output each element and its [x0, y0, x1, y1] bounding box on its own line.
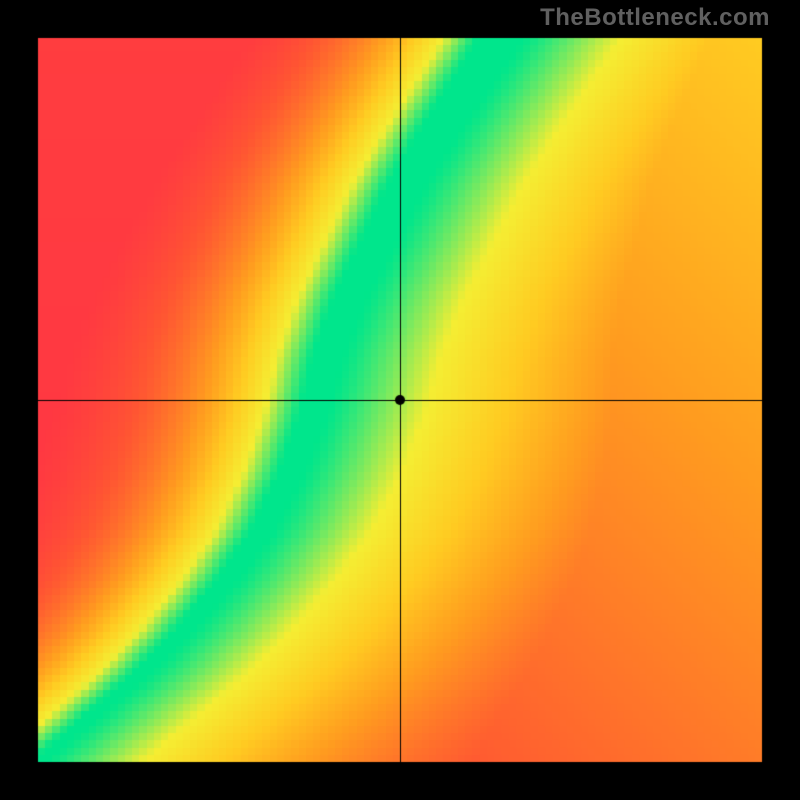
- bottleneck-heatmap: [0, 0, 800, 800]
- figure-container: TheBottleneck.com: [0, 0, 800, 800]
- watermark-text: TheBottleneck.com: [540, 4, 770, 32]
